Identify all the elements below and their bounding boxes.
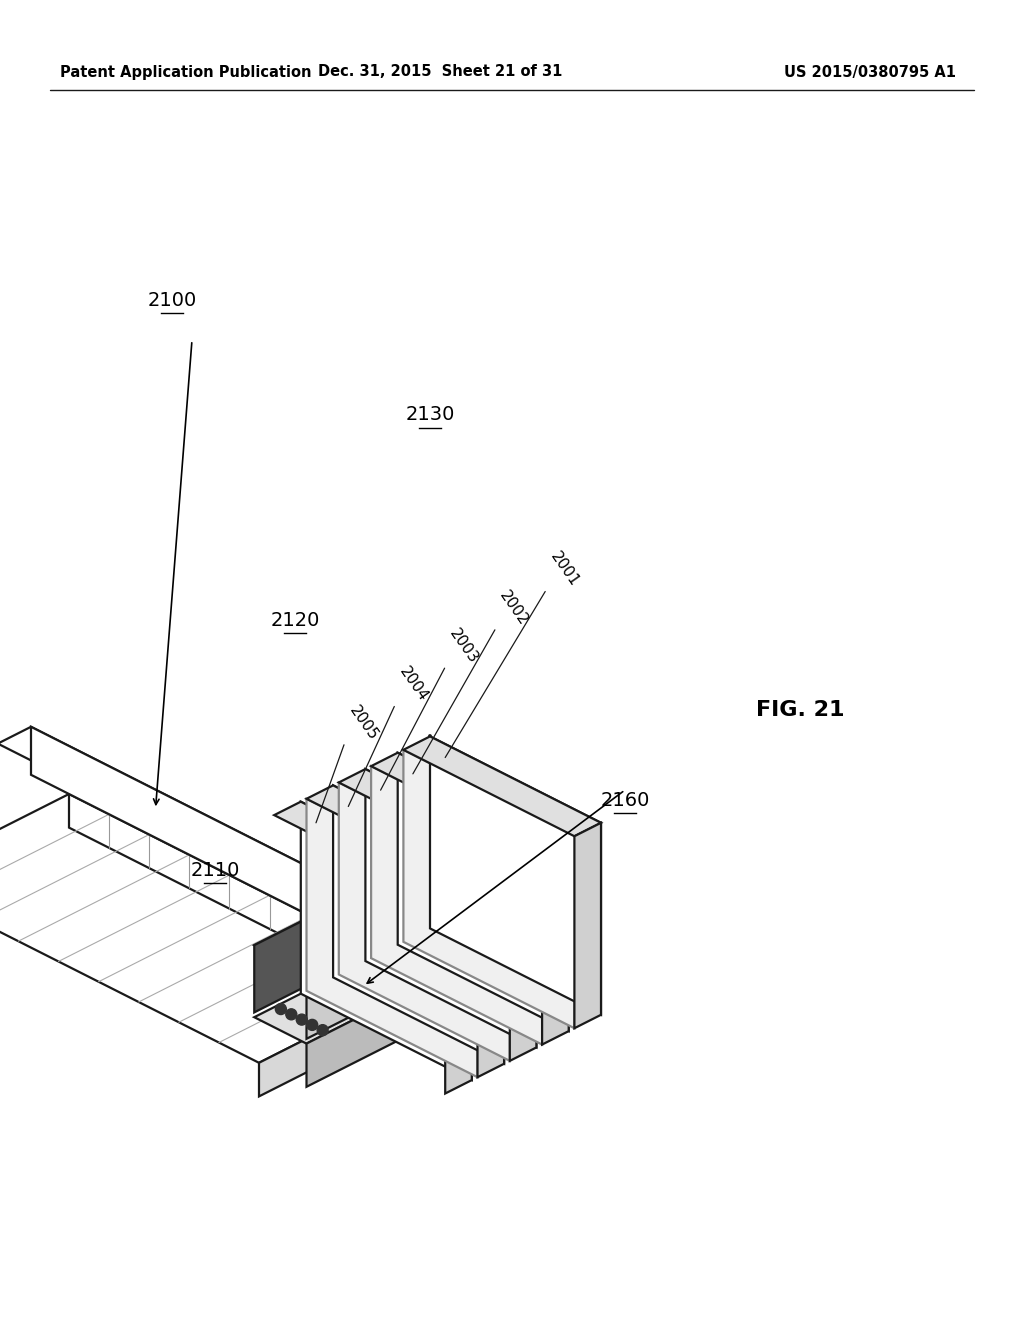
Text: 2110: 2110 xyxy=(190,861,240,879)
Polygon shape xyxy=(542,840,568,1044)
Circle shape xyxy=(329,987,340,998)
Text: 2001: 2001 xyxy=(547,549,582,590)
Polygon shape xyxy=(69,795,430,1010)
Text: Dec. 31, 2015  Sheet 21 of 31: Dec. 31, 2015 Sheet 21 of 31 xyxy=(317,65,562,79)
Circle shape xyxy=(403,939,415,950)
Circle shape xyxy=(382,972,393,982)
Polygon shape xyxy=(425,859,477,953)
Circle shape xyxy=(349,998,360,1008)
Polygon shape xyxy=(430,737,601,1015)
Polygon shape xyxy=(0,795,430,1063)
Circle shape xyxy=(317,1024,328,1036)
Polygon shape xyxy=(333,785,504,1064)
Polygon shape xyxy=(339,770,537,869)
Text: 2003: 2003 xyxy=(446,626,481,667)
Circle shape xyxy=(372,966,382,977)
Circle shape xyxy=(425,949,435,961)
Circle shape xyxy=(360,961,372,972)
Polygon shape xyxy=(445,888,472,1093)
Polygon shape xyxy=(409,935,441,999)
Circle shape xyxy=(414,944,425,956)
Circle shape xyxy=(307,1019,317,1031)
Polygon shape xyxy=(477,871,504,1077)
Polygon shape xyxy=(339,783,510,1061)
Polygon shape xyxy=(259,977,430,1097)
Circle shape xyxy=(359,1003,371,1014)
Circle shape xyxy=(435,954,445,965)
Circle shape xyxy=(296,1014,307,1026)
Polygon shape xyxy=(301,801,472,1080)
Circle shape xyxy=(392,977,403,987)
Circle shape xyxy=(445,960,457,970)
Text: 2005: 2005 xyxy=(346,702,380,743)
Circle shape xyxy=(286,1008,297,1020)
Polygon shape xyxy=(371,766,542,1044)
Text: 2160: 2160 xyxy=(600,791,649,809)
Polygon shape xyxy=(397,752,568,1031)
Polygon shape xyxy=(254,859,477,972)
Polygon shape xyxy=(31,727,441,982)
Circle shape xyxy=(275,1003,287,1015)
Text: 2130: 2130 xyxy=(406,405,455,425)
Polygon shape xyxy=(274,801,472,902)
Polygon shape xyxy=(574,822,601,1028)
Polygon shape xyxy=(306,785,504,886)
Circle shape xyxy=(318,982,329,993)
Polygon shape xyxy=(371,752,568,853)
Polygon shape xyxy=(306,799,477,1077)
Text: 2100: 2100 xyxy=(147,290,197,309)
Polygon shape xyxy=(510,855,537,1061)
Polygon shape xyxy=(0,727,441,950)
Polygon shape xyxy=(425,931,477,1001)
Polygon shape xyxy=(254,859,425,1012)
Circle shape xyxy=(402,982,414,993)
Polygon shape xyxy=(306,886,477,1039)
Text: 2004: 2004 xyxy=(396,664,431,705)
Polygon shape xyxy=(254,931,477,1044)
Text: Patent Application Publication: Patent Application Publication xyxy=(60,65,311,79)
Circle shape xyxy=(339,993,350,1003)
Polygon shape xyxy=(366,770,537,1048)
Polygon shape xyxy=(403,737,601,837)
Text: 2002: 2002 xyxy=(497,587,531,628)
Text: US 2015/0380795 A1: US 2015/0380795 A1 xyxy=(784,65,956,79)
Text: 2120: 2120 xyxy=(270,610,319,630)
Polygon shape xyxy=(403,750,574,1028)
Text: FIG. 21: FIG. 21 xyxy=(756,700,844,719)
Polygon shape xyxy=(306,957,477,1086)
